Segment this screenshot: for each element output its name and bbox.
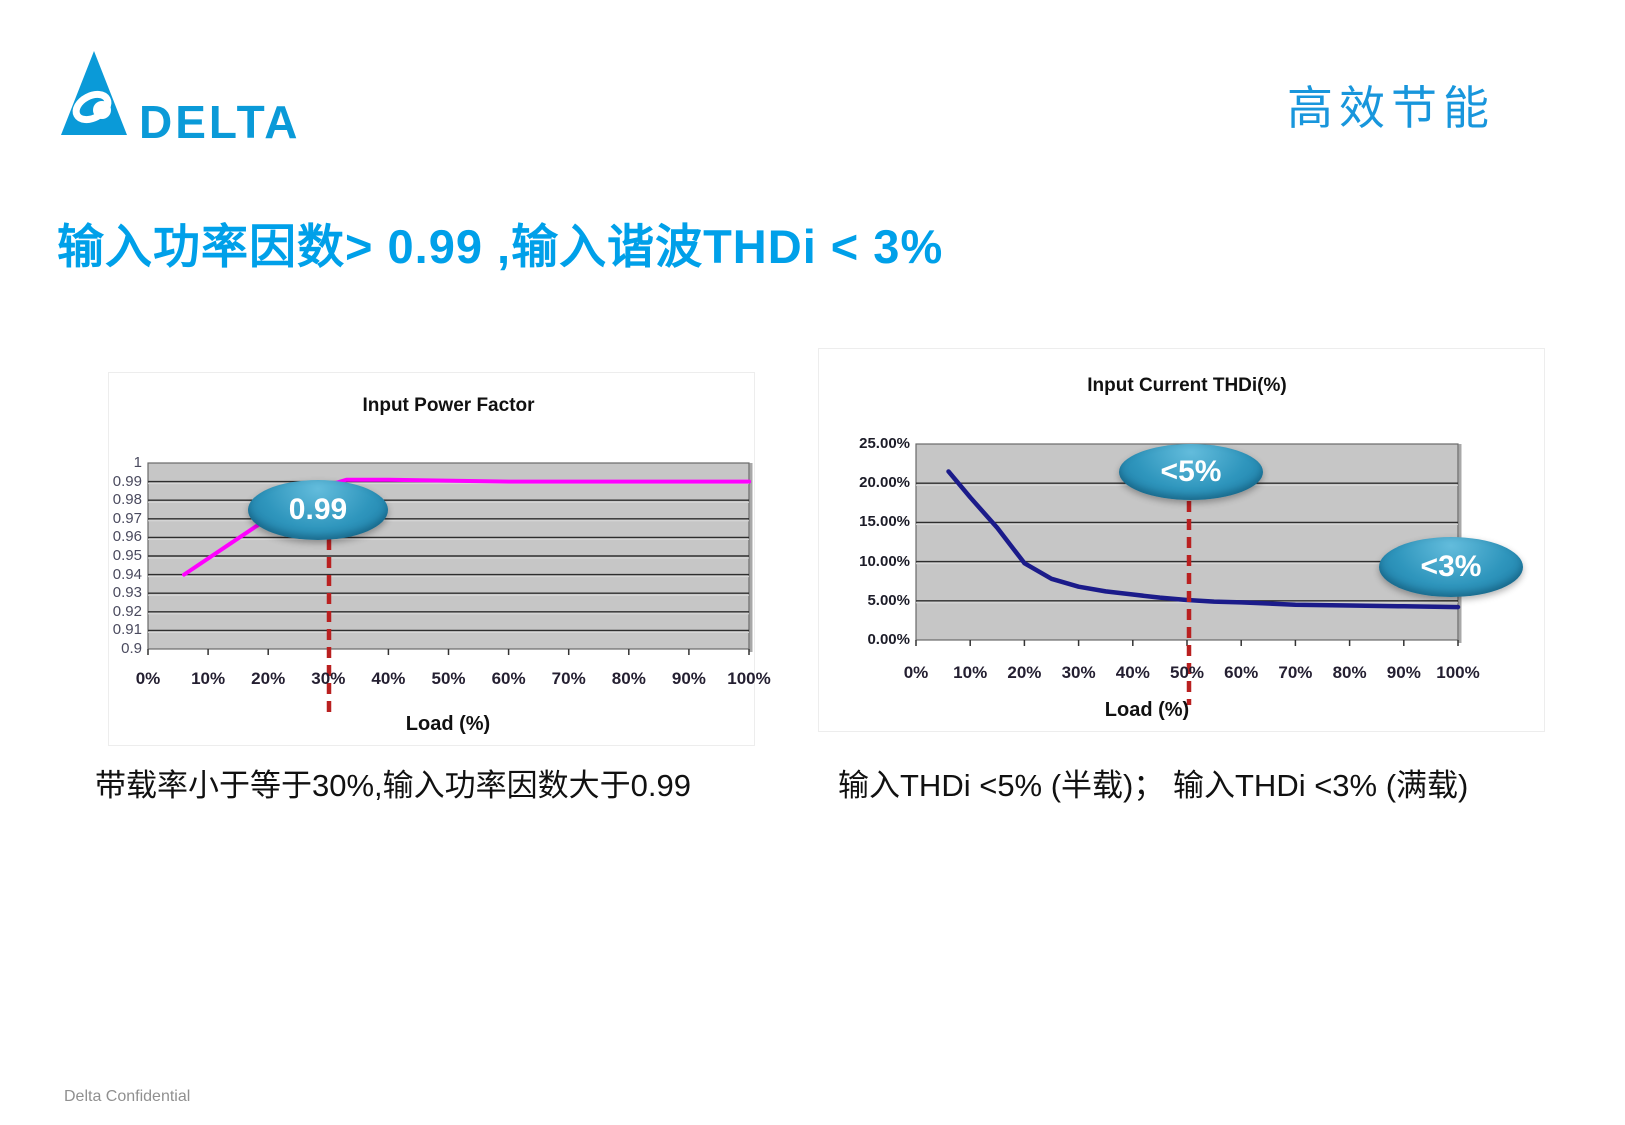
y-tick-label: 0.94 [112,565,142,583]
thdi-chart: Input Current THDi(%) <5% <3% Load (%) 2… [818,348,1545,732]
y-tick-label: 0.93 [112,584,142,602]
x-tick-label: 80% [611,669,646,688]
thdi-full-load-label: <3% [1420,550,1482,583]
pf-callout-ellipse: 0.99 [248,480,388,540]
power-factor-plot [147,462,753,715]
y-tick-label: 0.92 [112,602,142,620]
page-tag: 高效节能 [1287,82,1495,134]
x-tick-label: 50% [431,669,466,688]
y-tick-label: 0.95 [112,547,142,564]
y-tick-label: 0.91 [112,621,142,639]
x-tick-label: 60% [1224,663,1259,682]
left-chart-caption: 带载率小于等于30%,输入功率因数大于0.99 [95,768,691,803]
x-tick-label: 90% [1386,663,1421,682]
y-tick-label: 10.00% [859,552,910,570]
thdi-half-load-ellipse: <5% [1119,444,1263,500]
y-tick-label: 1 [133,454,142,471]
x-axis-title: Load (%) [405,713,491,735]
y-tick-label: 25.00% [859,435,910,452]
right-chart-caption: 输入THDi <5% (半载)； 输入THDi <3% (满载) [838,768,1469,803]
y-tick-label: 0.00% [867,631,910,648]
x-tick-label: 0% [135,669,161,688]
y-tick-label: 0.97 [112,509,142,527]
thdi-full-load-ellipse: <3% [1379,537,1523,597]
y-tick-label: 20.00% [859,474,910,492]
x-tick-label: 100% [727,669,771,688]
y-tick-label: 15.00% [859,513,910,531]
chart-title: Input Current THDi(%) [1087,375,1287,396]
x-tick-label: 80% [1332,663,1367,682]
x-tick-label: 90% [671,669,706,688]
chart-title: Input Power Factor [362,395,535,416]
x-tick-label: 100% [1436,663,1480,682]
y-tick-label: 0.96 [112,528,142,546]
y-tick-label: 0.99 [112,472,142,490]
series-line [946,469,1461,610]
x-tick-label: 70% [1278,663,1313,682]
x-tick-label: 10% [191,669,226,688]
x-tick-label: 20% [251,669,286,688]
x-tick-label: 30% [311,669,346,688]
x-tick-label: 50% [1169,663,1205,682]
x-tick-label: 70% [551,669,586,688]
page-title: 输入功率因数> 0.99 ,输入谐波THDi < 3% [57,220,944,273]
power-factor-chart: Input Power Factor 0.99 Load (%) 1 0.99 0.… [108,372,771,746]
y-tick-label: 0.98 [112,491,142,509]
confidential-note: Delta Confidential [64,1088,191,1105]
logo-wordmark: DELTA [139,96,301,145]
x-tick-label: 60% [491,669,526,688]
delta-logo: DELTA [55,45,335,148]
x-tick-label: 40% [1115,663,1150,682]
x-axis-title: Load (%) [1104,699,1190,721]
x-tick-label: 30% [1061,663,1096,682]
y-tick-label: 5.00% [867,591,910,609]
x-tick-label: 40% [371,669,406,688]
y-tick-label: 0.9 [121,640,142,657]
pf-callout-label: 0.99 [288,493,348,526]
x-tick-label: 0% [903,663,929,682]
x-tick-label: 10% [953,663,988,682]
delta-logo-icon: DELTA [61,51,301,148]
thdi-half-load-label: <5% [1160,455,1222,488]
x-tick-label: 20% [1007,663,1042,682]
